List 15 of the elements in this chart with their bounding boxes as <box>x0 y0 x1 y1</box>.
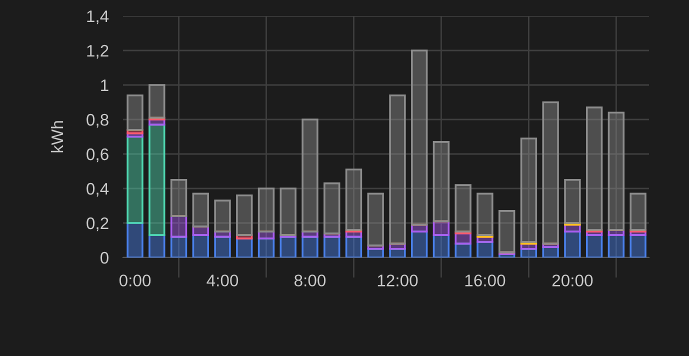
y-axis-title: kWh <box>50 121 64 152</box>
x-tick-label: 20:00 <box>552 274 593 286</box>
x-tick-label: 12:00 <box>378 274 418 286</box>
y-tick-label: 1,4 <box>87 10 109 24</box>
x-tick-label: 0:00 <box>119 274 151 286</box>
x-tick-label: 8:00 <box>294 274 326 286</box>
y-tick-label: 0,8 <box>86 114 108 128</box>
y-tick-label: 0,6 <box>86 148 108 162</box>
y-tick-label: 1 <box>101 80 108 92</box>
x-tick-label: 4:00 <box>206 274 238 286</box>
y-tick-label: 0 <box>100 252 108 264</box>
y-tick-label: 0,4 <box>86 182 109 197</box>
x-tick-label: 16:00 <box>465 274 506 286</box>
y-tick-label: 0,2 <box>86 217 108 232</box>
y-tick-label: 1,2 <box>87 44 108 59</box>
